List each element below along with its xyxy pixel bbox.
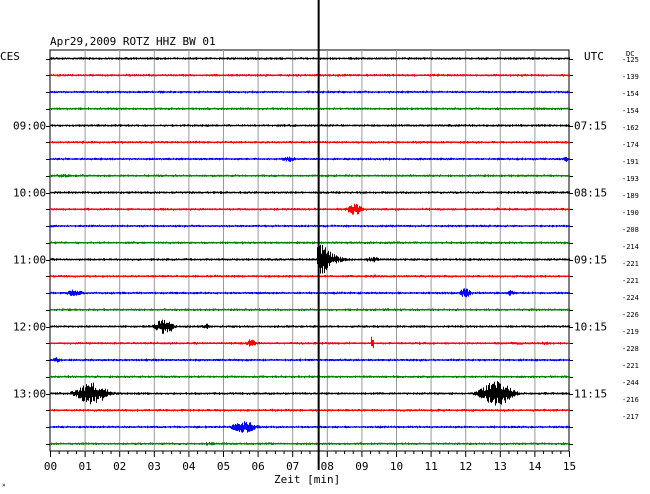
x-tick-label: 09 [355, 460, 368, 473]
labels: Apr29,2009 ROTZ HHZ BW 01 CES UTC DC Zei… [0, 35, 634, 486]
x-tick-label: 14 [528, 460, 542, 473]
dc-value: -190 [622, 209, 639, 217]
traces [50, 57, 570, 446]
x-tick-label: 01 [78, 460, 91, 473]
dc-value: -226 [622, 311, 639, 319]
right-time-label: 10:15 [574, 321, 607, 334]
dc-value: -189 [622, 192, 639, 200]
x-tick-label: 08 [321, 460, 334, 473]
trace-line [50, 336, 570, 349]
dc-label: DC [626, 50, 634, 58]
dc-value: -154 [622, 90, 639, 98]
right-time-label: 08:15 [574, 187, 607, 200]
dc-value: -216 [622, 396, 639, 404]
dc-value: -125 [622, 56, 639, 64]
x-tick-label: 04 [182, 460, 196, 473]
x-tick-label: 11 [424, 460, 437, 473]
dc-value: -208 [622, 226, 639, 234]
dc-value: -174 [622, 141, 639, 149]
grid [46, 49, 573, 457]
x-axis-label: Zeit [min] [274, 473, 340, 486]
x-tick-label: 12 [459, 460, 472, 473]
x-tick-label: 02 [113, 460, 126, 473]
right-time-label: 11:15 [574, 388, 607, 401]
row-labels: 00 01 02 03 04 05 06 07 08 09 10 11 12 13 14 15 09:00 10:… [2, 56, 639, 489]
chart-title: Apr29,2009 ROTZ HHZ BW 01 [50, 35, 216, 48]
x-tick-label: 05 [217, 460, 230, 473]
dc-value: -162 [622, 124, 639, 132]
right-timezone-label: UTC [584, 50, 604, 63]
dc-value: -224 [622, 294, 639, 302]
right-time-label: 09:15 [574, 254, 607, 267]
dc-value: -214 [622, 243, 639, 251]
x-tick-label: 03 [148, 460, 161, 473]
x-tick-label: 13 [494, 460, 507, 473]
dc-value: -221 [622, 362, 639, 370]
dc-value: -244 [622, 379, 639, 387]
dc-value: -191 [622, 158, 639, 166]
left-time-label: 11:00 [13, 254, 46, 267]
x-tick-label: 15 [563, 460, 576, 473]
dc-value: -228 [622, 345, 639, 353]
left-time-label: 13:00 [13, 388, 46, 401]
dc-value: -139 [622, 73, 639, 81]
left-time-label: 10:00 [13, 187, 46, 200]
dc-value: -221 [622, 277, 639, 285]
dc-value: -217 [622, 413, 639, 421]
x-tick-label: 06 [251, 460, 264, 473]
dc-value: -221 [622, 260, 639, 268]
x-tick-label: 00 [44, 460, 57, 473]
left-timezone-label: CES [0, 50, 20, 63]
dc-value: -219 [622, 328, 639, 336]
left-time-label: 12:00 [13, 321, 46, 334]
x-tick-label: 10 [390, 460, 403, 473]
dc-value: -193 [622, 175, 639, 183]
left-time-label: 09:00 [13, 120, 46, 133]
right-time-label: 07:15 [574, 120, 607, 133]
dc-value: -154 [622, 107, 639, 115]
corner-mark: × [2, 482, 6, 489]
x-tick-label: 07 [286, 460, 299, 473]
